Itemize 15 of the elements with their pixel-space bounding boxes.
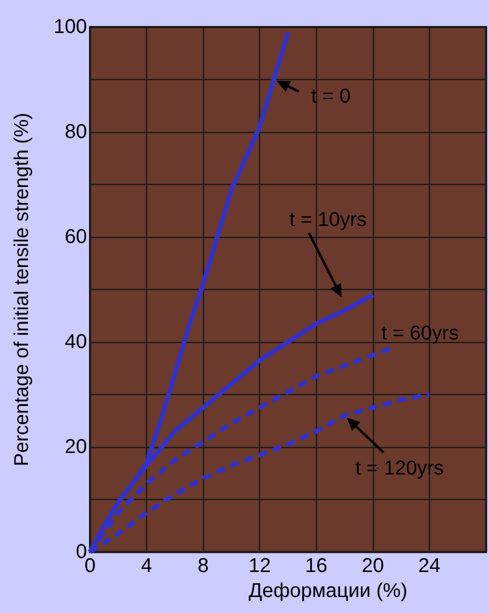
y-tick-label: 20	[64, 436, 87, 458]
y-tick-label: 80	[64, 121, 87, 143]
x-tick-label: 4	[141, 555, 152, 577]
y-axis-title: Percentage of initial tensile strength (%)	[11, 112, 33, 466]
x-axis-title: Деформации (%)	[248, 580, 408, 602]
x-tick-label: 20	[362, 555, 384, 577]
y-tick-label: 60	[64, 226, 87, 248]
y-tick-label: 40	[64, 331, 87, 353]
x-tick-label: 24	[418, 555, 441, 577]
x-tick-label: 16	[305, 555, 328, 577]
y-tick-label: 0	[76, 541, 87, 563]
annotation: t = 10yrs	[289, 209, 367, 231]
y-tick-label: 100	[54, 16, 87, 38]
x-tick-label: 12	[248, 555, 271, 577]
x-tick-label: 8	[198, 555, 209, 577]
